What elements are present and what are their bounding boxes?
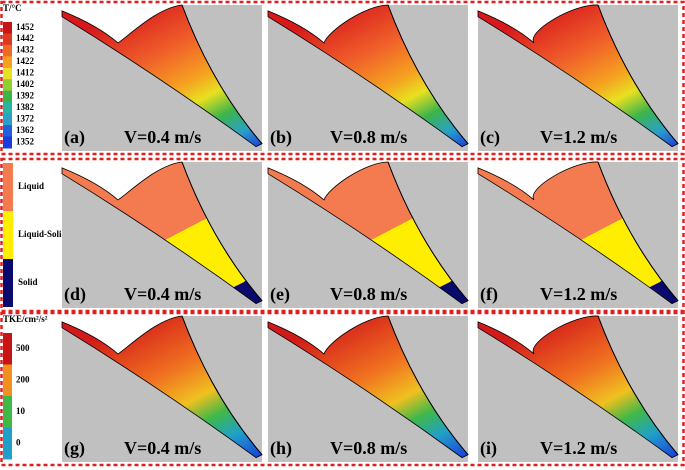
legend-swatch [3,102,12,115]
legend-swatch [3,44,12,57]
legend-swatch [3,33,12,46]
interface-line [387,161,469,302]
legend-label: 1352 [16,136,35,146]
legend-swatch [3,259,13,307]
panel-label: (g) [64,438,85,459]
legend-label: 1422 [16,56,35,66]
panel-label: (h) [270,438,292,459]
legend-swatch [3,125,12,138]
legend-label: Liquid-Solid [18,229,67,239]
panel-caption: V=1.2 m/s [540,438,617,458]
row: Liquid Liquid-Solid Solid (d) V=0.4 m/s (e) V=… [0,157,685,313]
interface-line [597,4,679,145]
legend-label: 1362 [16,125,35,135]
legend-label: 1442 [16,33,35,43]
legend-swatch [3,79,12,92]
row-border [0,0,685,156]
legend-swatch [3,396,12,428]
legend-label: Solid [18,277,38,287]
panel: (d) V=0.4 m/s [61,161,263,308]
legend-label: 1432 [16,45,35,55]
panel-caption: V=0.4 m/s [124,284,201,304]
panel: (g) V=0.4 m/s [61,315,263,462]
panel-label: (a) [64,127,85,148]
row-border [0,311,685,467]
panel-caption: V=0.8 m/s [330,127,407,147]
legend-label: 1382 [16,102,35,112]
panel-caption: V=1.2 m/s [540,284,617,304]
legend-swatch [3,163,13,211]
legend-swatch [3,364,12,397]
legend-label: 10 [16,406,26,416]
legend-swatch [3,427,12,460]
panel-label: (c) [480,127,500,148]
panel: (f) V=1.2 m/s [477,161,679,308]
panel-label: (f) [480,284,498,305]
panel-caption: V=1.2 m/s [540,127,617,147]
legend-title: TKE/cm²/s² [3,314,48,324]
panel: (b) V=0.8 m/s [267,4,469,151]
legend-label: Liquid [18,181,44,191]
interface-line [181,161,263,302]
legend-label: 0 [16,437,21,447]
interface-line [181,315,263,456]
panel-caption: V=0.4 m/s [124,438,201,458]
panel-label: (b) [270,127,292,148]
panel: (h) V=0.8 m/s [267,315,469,462]
panel-label: (i) [480,438,497,459]
legend-title: T/°C [3,3,22,13]
panel: (i) V=1.2 m/s [477,315,679,462]
panel-label: (e) [270,284,290,305]
interface-line [387,315,469,456]
panel-label: (d) [64,284,86,305]
legend-label: 1392 [16,91,35,101]
interface-line [597,161,679,302]
legend-swatch [3,211,13,259]
legend-swatch [3,22,12,34]
legend-label: 1412 [16,68,35,78]
legend-swatch [3,56,12,69]
legend-swatch [3,90,12,103]
panel-caption: V=0.8 m/s [330,438,407,458]
row-border [0,157,685,313]
row: TKE/cm²/s² 500 200 10 0 (g) V=0.4 m/s (h) V=0.8 … [0,311,685,467]
interface-line [597,315,679,456]
legend-label: 1372 [16,113,35,123]
legend-swatch [3,333,12,365]
panel-caption: V=0.4 m/s [124,127,201,147]
legend-swatch [3,113,12,126]
interface-line [387,4,469,145]
legend-label: 1402 [16,79,35,89]
legend-swatch [3,67,12,80]
interface-line [181,4,263,145]
panel-caption: V=0.8 m/s [330,284,407,304]
legend-swatch [3,136,12,149]
legend-label: 200 [16,374,30,384]
legend-label: 1452 [16,22,35,32]
legend-label: 500 [16,343,30,353]
panel: (c) V=1.2 m/s [477,4,679,151]
panel: (a) V=0.4 m/s [61,4,263,151]
panel: (e) V=0.8 m/s [267,161,469,308]
